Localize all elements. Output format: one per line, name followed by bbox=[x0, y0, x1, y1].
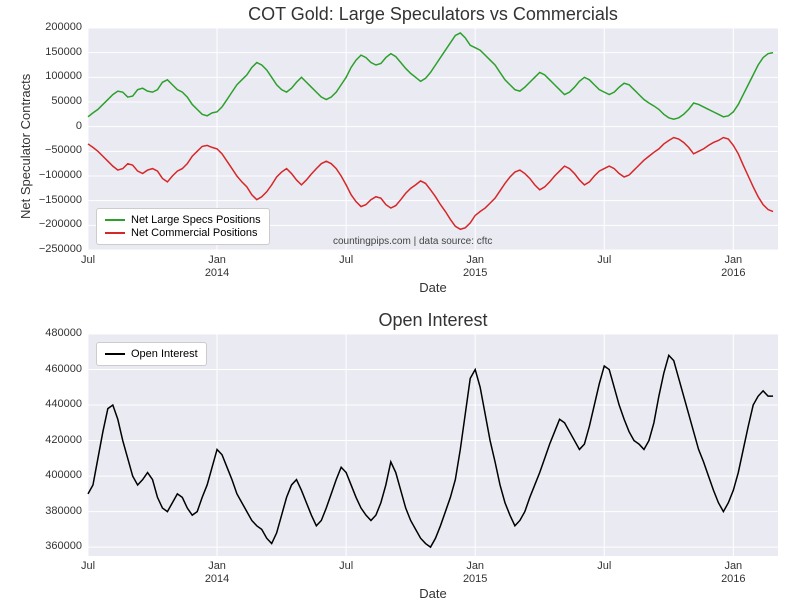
legend: Open Interest bbox=[96, 342, 207, 366]
bottom-chart-panel: Open Interest360000380000400000420000440… bbox=[0, 0, 800, 600]
legend-label: Open Interest bbox=[131, 348, 198, 360]
legend-swatch bbox=[105, 353, 125, 355]
legend-item: Open Interest bbox=[105, 348, 198, 360]
